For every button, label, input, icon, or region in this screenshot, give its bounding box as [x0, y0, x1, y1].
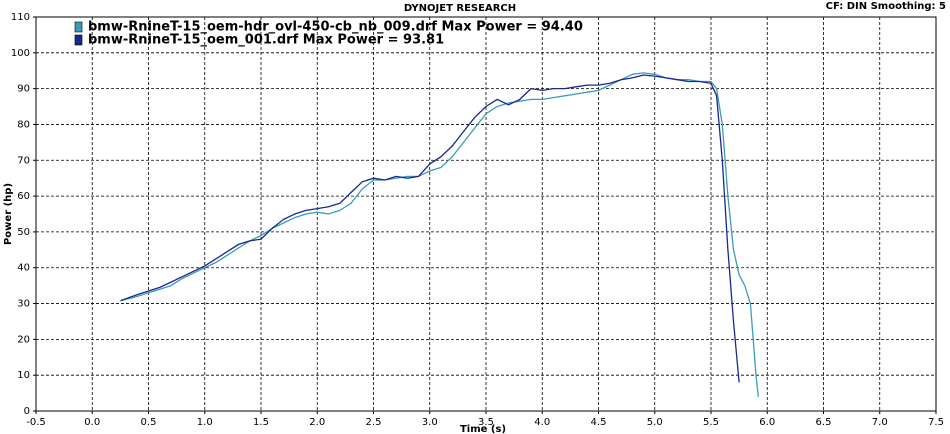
x-tick-label: 2.5	[366, 417, 382, 428]
y-tick-label: 90	[17, 84, 30, 95]
y-tick-label: 80	[17, 119, 30, 130]
x-tick-label: 6.5	[816, 417, 832, 428]
y-tick-label: 10	[17, 370, 30, 381]
legend-swatch	[74, 21, 83, 33]
y-tick-label: 60	[17, 191, 30, 202]
legend-label: bmw-RnineT-15_oem_001.drf Max Power = 93…	[88, 33, 444, 48]
y-tick-label: 100	[11, 48, 30, 59]
y-tick-label: 20	[17, 334, 30, 345]
x-tick-label: 1.5	[253, 417, 269, 428]
x-tick-label: 6.0	[759, 417, 775, 428]
y-tick-label: 70	[17, 155, 30, 166]
power-line	[120, 74, 740, 383]
x-tick-label: 5.0	[647, 417, 663, 428]
x-axis-title: Time (s)	[460, 424, 506, 434]
y-tick-label: 110	[11, 12, 30, 23]
legend-swatch	[74, 34, 83, 46]
y-tick-label: 50	[17, 227, 30, 238]
legend-label: bmw-RnineT-15_oem-hdr_ovl-450-cb_nb_009.…	[88, 20, 583, 35]
y-tick-label: 40	[17, 263, 30, 274]
x-tick-label: 2.0	[309, 417, 325, 428]
x-tick-label: 4.5	[591, 417, 607, 428]
y-tick-label: 30	[17, 299, 30, 310]
x-tick-label: 7.5	[928, 417, 944, 428]
y-tick-label: 0	[24, 406, 30, 417]
x-tick-label: -0.5	[26, 417, 46, 428]
chart-title: DYNOJET RESEARCH	[404, 3, 516, 14]
x-tick-label: 3.5	[478, 417, 494, 428]
x-tick-label: 0.5	[141, 417, 157, 428]
x-tick-label: 3.0	[422, 417, 438, 428]
x-tick-label: 4.0	[534, 417, 550, 428]
x-tick-label: 1.0	[197, 417, 213, 428]
y-axis-title: Power (hp)	[3, 183, 14, 245]
x-tick-label: 0.0	[84, 417, 100, 428]
header-info: CF: DIN Smoothing: 5	[826, 1, 946, 12]
x-tick-label: 7.0	[872, 417, 888, 428]
x-tick-label: 5.5	[703, 417, 719, 428]
